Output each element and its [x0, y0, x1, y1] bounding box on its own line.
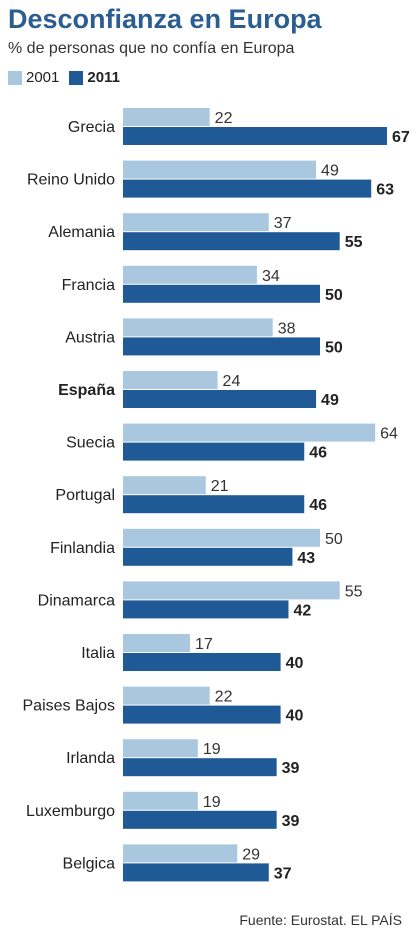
category-label: Alemania — [48, 224, 115, 241]
value-label-2011: 67 — [392, 129, 410, 146]
value-label-2001: 34 — [262, 268, 280, 285]
bar-2001 — [123, 371, 218, 389]
value-label-2011: 40 — [286, 655, 304, 672]
bar-2011 — [123, 653, 281, 671]
value-label-2011: 43 — [297, 550, 315, 567]
category-label: Belgica — [63, 855, 116, 872]
bar-2001 — [123, 739, 198, 758]
value-label-2001: 49 — [321, 163, 339, 180]
bar-2011 — [123, 442, 305, 461]
legend-swatch-2001 — [8, 70, 22, 85]
bar-2001 — [123, 686, 210, 705]
value-label-2011: 37 — [274, 865, 292, 882]
bar-2001 — [123, 528, 320, 547]
category-label: Reino Unido — [27, 172, 115, 189]
bar-2001 — [123, 265, 257, 284]
category-label: Austria — [65, 329, 115, 346]
category-label: Paises Bajos — [23, 698, 116, 715]
value-label-2001: 19 — [203, 794, 221, 811]
value-label-2001: 19 — [203, 741, 221, 758]
category-label: Portugal — [55, 487, 115, 504]
bar-2011 — [123, 600, 289, 619]
value-label-2011: 39 — [282, 813, 300, 830]
value-label-2011: 46 — [309, 445, 327, 462]
bar-2011 — [123, 547, 293, 566]
bar-2011 — [123, 337, 320, 356]
bar-2011 — [123, 705, 281, 724]
legend-swatch-2011 — [69, 70, 84, 85]
value-label-2001: 50 — [325, 531, 343, 548]
bar-2001 — [123, 581, 340, 600]
value-label-2011: 39 — [282, 760, 300, 777]
legend-label-2001: 2001 — [26, 69, 60, 86]
value-label-2011: 46 — [309, 497, 327, 514]
category-label: Suecia — [66, 435, 115, 452]
category-label: España — [58, 382, 115, 399]
source-note: Fuente: Eurostat. EL PAÍS — [239, 912, 402, 928]
value-label-2011: 50 — [325, 339, 343, 356]
value-label-2001: 55 — [345, 583, 363, 600]
category-label: Finlandia — [50, 540, 115, 557]
value-label-2001: 64 — [380, 426, 398, 443]
category-label: Luxemburgo — [26, 803, 115, 820]
bar-2001 — [123, 791, 198, 810]
value-label-2011: 63 — [376, 182, 394, 199]
bar-2011 — [123, 179, 372, 198]
value-label-2001: 37 — [274, 215, 292, 232]
value-label-2001: 22 — [215, 110, 233, 127]
value-label-2011: 49 — [321, 392, 339, 409]
value-label-2001: 22 — [215, 689, 233, 706]
legend-label-2011: 2011 — [87, 69, 120, 86]
bar-2001 — [123, 160, 317, 179]
bar-2001 — [123, 476, 206, 495]
bar-2011 — [123, 232, 340, 251]
value-label-2011: 42 — [293, 602, 311, 619]
bar-2011 — [123, 758, 277, 777]
category-label: Francia — [62, 277, 115, 294]
value-label-2011: 55 — [345, 234, 363, 251]
bar-2011 — [123, 284, 320, 303]
value-label-2011: 50 — [325, 287, 343, 304]
bar-2001 — [123, 108, 210, 126]
value-label-2001: 17 — [195, 636, 213, 653]
value-label-2001: 21 — [211, 478, 229, 495]
bar-2001 — [123, 423, 376, 442]
value-label-2011: 40 — [286, 708, 304, 725]
value-label-2001: 24 — [223, 373, 241, 390]
legend: 2001 2011 — [8, 69, 130, 86]
bar-2011 — [123, 127, 387, 145]
bar-2011 — [123, 810, 277, 829]
bar-2011 — [123, 863, 269, 882]
bar-2001 — [123, 634, 190, 652]
bar-2011 — [123, 495, 305, 514]
category-label: Dinamarca — [38, 592, 115, 609]
chart-subtitle: % de personas que no confía en Europa — [8, 40, 295, 57]
category-label: Irlanda — [66, 750, 115, 767]
value-label-2001: 29 — [242, 846, 260, 863]
category-label: Grecia — [68, 119, 115, 136]
value-label-2001: 38 — [278, 320, 296, 337]
bar-2001 — [123, 844, 238, 863]
bar-2011 — [123, 390, 317, 408]
chart-title: Desconfianza en Europa — [8, 4, 322, 34]
bar-2001 — [123, 213, 269, 232]
category-label: Italia — [81, 645, 115, 662]
bar-2001 — [123, 318, 273, 337]
